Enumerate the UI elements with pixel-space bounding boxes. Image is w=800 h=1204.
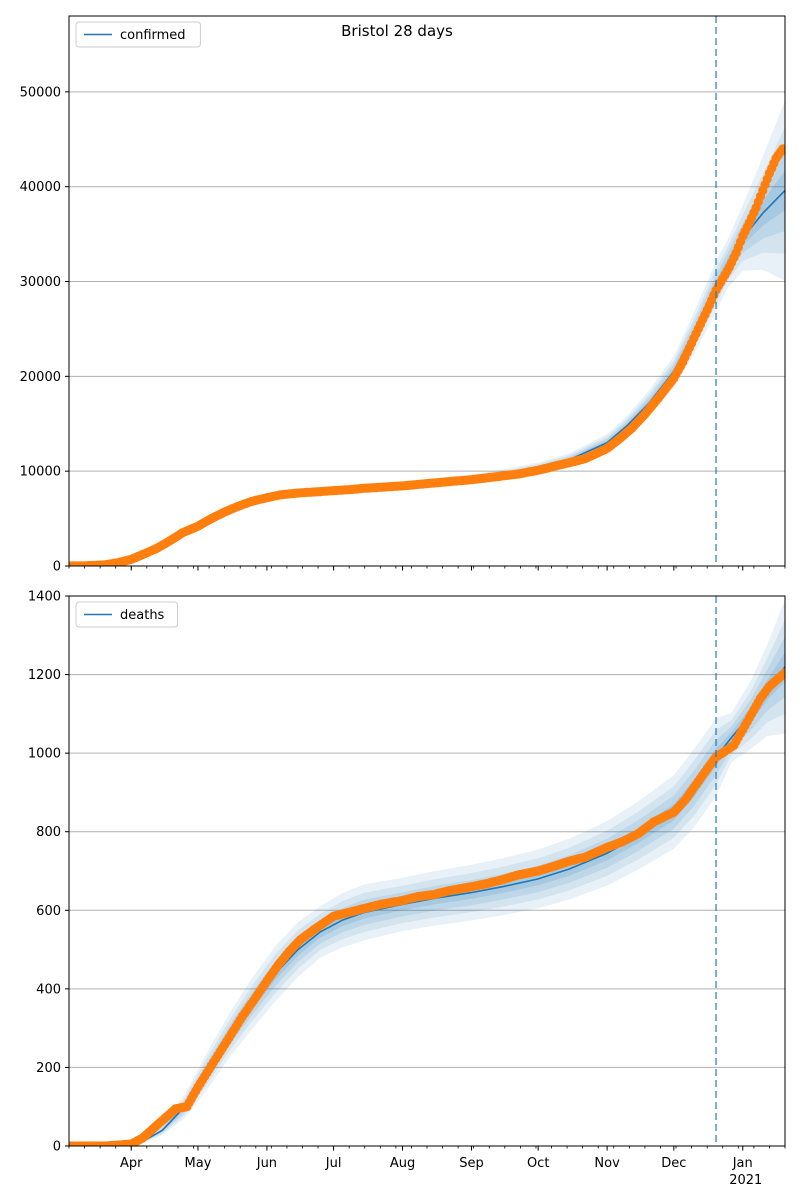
x-tick-label: Sep [459,1156,484,1171]
observed-point [778,144,785,154]
y-tick-label: 30000 [20,275,61,290]
plot-area [69,100,785,566]
legend-label: confirmed [120,28,186,43]
y-tick-label: 600 [36,904,61,919]
x-tick-label: Aug [390,1156,415,1171]
y-tick-label: 1200 [28,668,61,683]
x-tick-label: 2021 [729,1173,762,1188]
legend: deaths [75,601,179,628]
observed-point [780,668,785,678]
y-tick-label: 800 [36,825,61,840]
confirmed-panel: 0 10000 20000 30000 40000 50000 confirmed [20,15,786,575]
legend-label: deaths [120,608,165,623]
x-tick-label: May [185,1156,212,1171]
y-tick-label: 1400 [28,590,61,605]
y-tick-label: 1000 [28,747,61,762]
x-tick-label: Jan [732,1156,753,1171]
x-tick-label: Jul [325,1156,342,1171]
legend-box [75,21,201,48]
legend-box [75,601,179,628]
plot-area [69,599,785,1146]
x-tick-label: Nov [594,1156,620,1171]
y-tick-label: 50000 [20,85,61,100]
y-tick-label: 20000 [20,370,61,385]
y-tick-label: 0 [53,1140,61,1155]
y-tick-label: 200 [36,1061,61,1076]
y-tick-label: 10000 [20,465,61,480]
deaths-panel: 0 200 400 600 800 1000 1200 1400 Apr May Jun Jul Aug… [28,590,786,1188]
x-tick-label: Apr [120,1156,143,1171]
legend: confirmed [75,21,201,48]
y-tick-label: 400 [36,982,61,997]
y-tick-label: 0 [53,560,61,575]
x-tick-label: Dec [661,1156,686,1171]
x-tick-label: Oct [527,1156,549,1171]
figure-title: Bristol 28 days [341,22,453,40]
y-tick-label: 40000 [20,180,61,195]
x-tick-label: Jun [256,1156,277,1171]
